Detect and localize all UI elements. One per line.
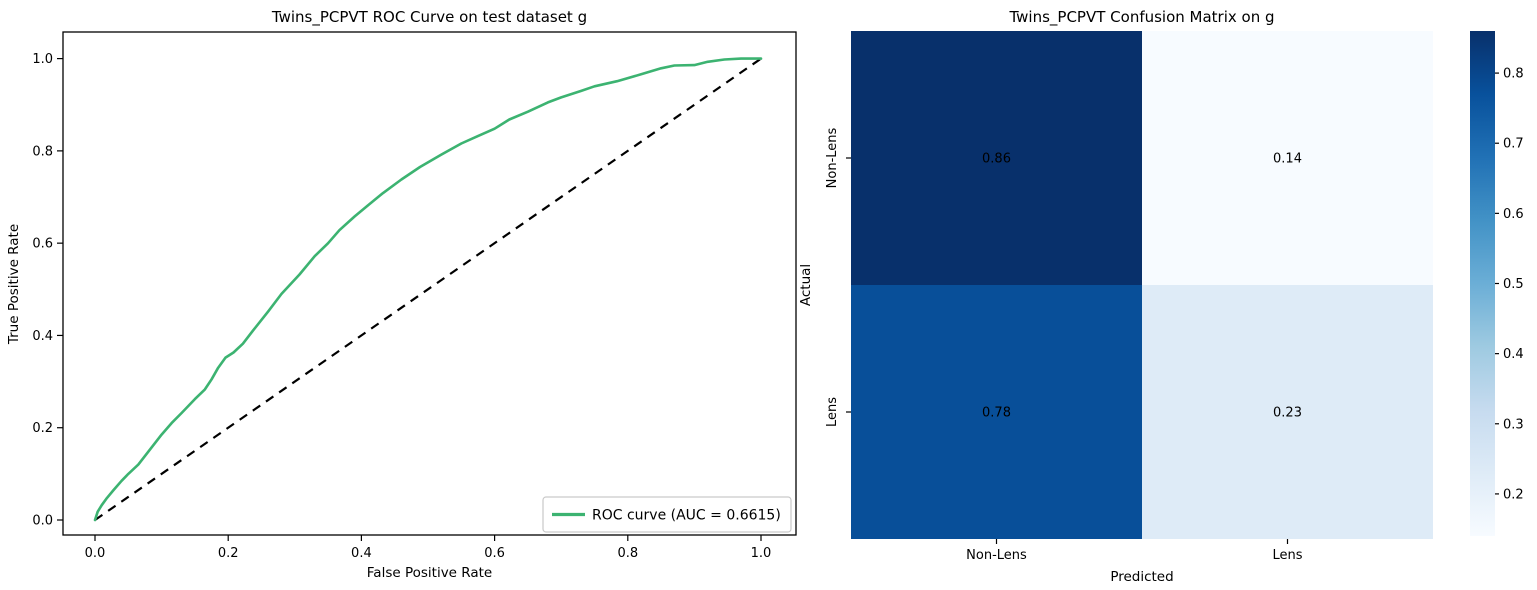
colorbar: 0.2 0.3 0.4 0.5 0.6 0.7 0.8 bbox=[1470, 31, 1524, 536]
x-tick-label: 0.0 bbox=[85, 546, 106, 561]
cm-ticks: Non-Lens Lens Non-Lens Lens bbox=[825, 127, 1303, 563]
roc-xlabel: False Positive Rate bbox=[367, 565, 492, 581]
x-tick-label: 0.2 bbox=[218, 546, 239, 561]
cm-cell-value: 0.86 bbox=[982, 152, 1011, 167]
legend-box bbox=[542, 496, 792, 533]
cm-cell-value: 0.78 bbox=[982, 406, 1011, 421]
cm-ylabel: Actual bbox=[798, 264, 814, 306]
colorbar-tick-label: 0.4 bbox=[1503, 347, 1524, 362]
roc-chart: Twins_PCPVT ROC Curve on test dataset g … bbox=[6, 8, 797, 581]
colorbar-gradient bbox=[1470, 31, 1495, 536]
cm-cell bbox=[851, 285, 1142, 539]
cm-y-tick-label: Non-Lens bbox=[825, 127, 840, 188]
colorbar-tick-label: 0.6 bbox=[1503, 207, 1524, 222]
colorbar-tick-label: 0.5 bbox=[1503, 277, 1524, 292]
colorbar-tick-label: 0.3 bbox=[1503, 417, 1524, 432]
x-tick-label: 0.8 bbox=[617, 546, 638, 561]
roc-legend: ROC curve (AUC = 0.6615) bbox=[542, 496, 792, 533]
cm-cells: 0.86 0.14 0.78 0.23 bbox=[851, 31, 1433, 539]
chance-diagonal-line bbox=[94, 57, 762, 521]
roc-curve-line bbox=[93, 57, 763, 522]
roc-plot-area bbox=[62, 31, 797, 536]
confusion-matrix-chart: Twins_PCPVT Confusion Matrix on g 0.86 0.… bbox=[798, 8, 1524, 585]
y-tick-label: 0.4 bbox=[32, 329, 53, 344]
roc-x-ticks: 0.0 0.2 0.4 0.6 0.8 1.0 bbox=[85, 535, 772, 561]
cm-cell bbox=[1142, 31, 1433, 285]
colorbar-ticks: 0.2 0.3 0.4 0.5 0.6 0.7 0.8 bbox=[1495, 67, 1524, 502]
cm-cell-value: 0.23 bbox=[1273, 406, 1302, 421]
cm-title: Twins_PCPVT Confusion Matrix on g bbox=[1008, 8, 1274, 27]
cm-x-tick-label: Non-Lens bbox=[966, 548, 1027, 563]
y-tick-label: 0.2 bbox=[32, 421, 53, 436]
x-tick-label: 0.4 bbox=[351, 546, 372, 561]
colorbar-tick-label: 0.8 bbox=[1503, 67, 1524, 82]
x-tick-label: 1.0 bbox=[751, 546, 772, 561]
colorbar-tick-label: 0.2 bbox=[1503, 487, 1524, 502]
roc-y-ticks: 0.0 0.2 0.4 0.6 0.8 1.0 bbox=[32, 52, 63, 529]
legend-label: ROC curve (AUC = 0.6615) bbox=[592, 508, 781, 524]
cm-xlabel: Predicted bbox=[1110, 569, 1173, 585]
cm-cell-value: 0.14 bbox=[1273, 152, 1302, 167]
cm-x-tick-label: Lens bbox=[1272, 548, 1302, 563]
cm-cell bbox=[1142, 285, 1433, 539]
y-tick-label: 1.0 bbox=[32, 52, 53, 67]
x-tick-label: 0.6 bbox=[484, 546, 505, 561]
cm-y-tick-label: Lens bbox=[825, 397, 840, 427]
y-tick-label: 0.0 bbox=[32, 514, 53, 529]
colorbar-tick-label: 0.7 bbox=[1503, 137, 1524, 152]
y-tick-label: 0.6 bbox=[32, 237, 53, 252]
cm-cell bbox=[851, 31, 1142, 285]
y-tick-label: 0.8 bbox=[32, 144, 53, 159]
roc-title: Twins_PCPVT ROC Curve on test dataset g bbox=[271, 8, 587, 27]
roc-ylabel: True Positive Rate bbox=[6, 224, 22, 345]
